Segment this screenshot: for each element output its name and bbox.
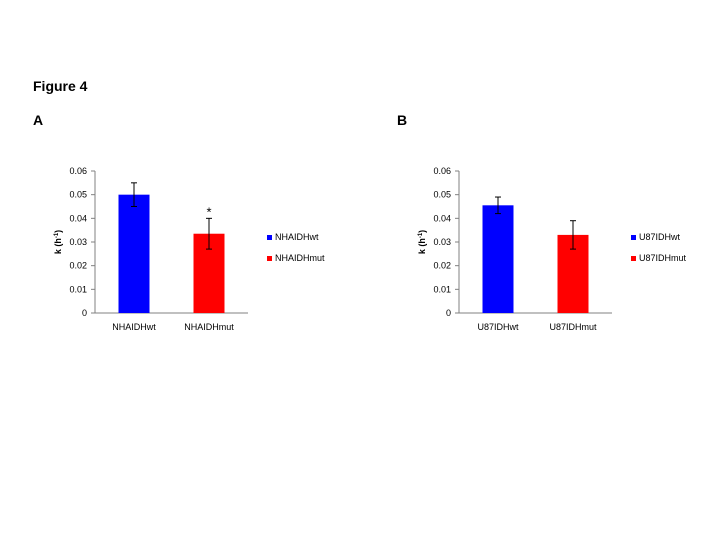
chart-b: 0 0.01 0.02 0.03 0.04 0.05 0.06 k (h-1) U87IDHwt… [417,166,687,332]
y-tick-label: 0.02 [433,261,451,271]
figure-title: Figure 4 [33,78,88,94]
y-tick-label: 0.04 [69,213,87,223]
y-axis-title-superscript: -1 [418,232,424,238]
y-tick-label: 0.03 [69,237,87,247]
legend-label: NHAIDHmut [275,253,325,263]
bar-nhaidhwt [118,194,150,313]
y-axis-title: k (h-1) [53,230,63,254]
legend-label: U87IDHwt [639,232,681,242]
x-category-label: NHAIDHmut [184,322,234,332]
x-category-label: U87IDHmut [549,322,597,332]
y-tick-label: 0.06 [69,166,87,176]
x-category-label: U87IDHwt [477,322,519,332]
y-tick-label: 0 [82,308,87,318]
x-category-label: NHAIDHwt [112,322,156,332]
legend-swatch [267,235,272,240]
bar-u87idhwt [482,205,514,313]
legend-swatch [631,235,636,240]
legend-label: NHAIDHwt [275,232,319,242]
y-tick-label: 0 [446,308,451,318]
significance-marker: * [206,204,211,219]
y-axis-title-superscript: -1 [54,232,60,238]
y-tick-label: 0.01 [433,284,451,294]
legend-label: U87IDHmut [639,253,687,263]
chart-a: 0 0.01 0.02 0.03 0.04 0.05 0.06 k (h-1) NHAIDHwt… [53,166,325,332]
y-axis-title-main: k (h [53,238,63,254]
panel-letter-b: B [397,112,408,128]
y-tick-label: 0.05 [69,190,87,200]
y-tick-label: 0.03 [433,237,451,247]
legend-swatch [631,256,636,261]
y-tick-label: 0.01 [69,284,87,294]
y-axis-title: k (h-1) [417,230,427,254]
y-axis-title-close: ) [417,230,427,233]
y-axis-title-close: ) [53,230,63,233]
panel-letter-a: A [33,112,44,128]
y-tick-label: 0.04 [433,213,451,223]
y-tick-label: 0.06 [433,166,451,176]
legend-swatch [267,256,272,261]
y-tick-label: 0.02 [69,261,87,271]
y-axis-title-main: k (h [417,238,427,254]
y-tick-label: 0.05 [433,190,451,200]
